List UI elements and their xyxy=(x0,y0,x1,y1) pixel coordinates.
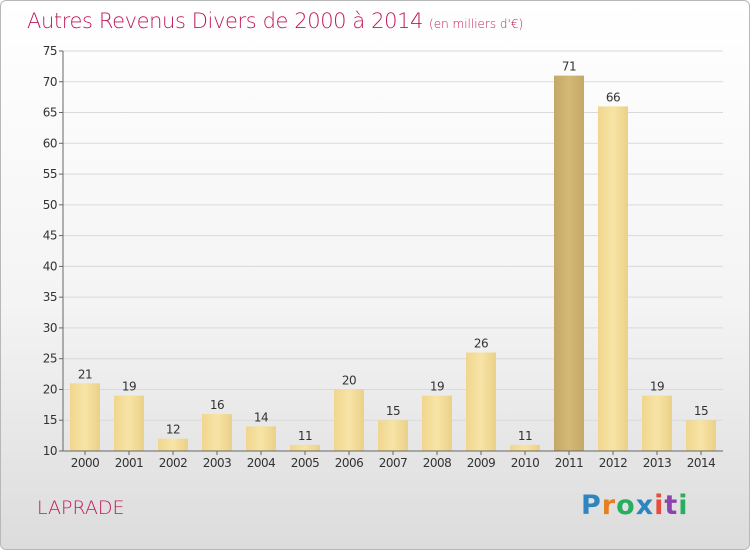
x-tick-label-2009: 2009 xyxy=(467,456,496,470)
y-tick-label: 65 xyxy=(43,106,57,120)
y-tick-label: 30 xyxy=(43,321,57,335)
value-label-2013: 19 xyxy=(650,380,664,394)
x-tick-label-2008: 2008 xyxy=(423,456,452,470)
x-tick-label-2012: 2012 xyxy=(599,456,628,470)
x-tick-label-2010: 2010 xyxy=(511,456,540,470)
value-label-2008: 19 xyxy=(430,380,444,394)
bar-2005 xyxy=(290,444,320,451)
x-tick-label-2005: 2005 xyxy=(291,456,320,470)
x-tick-label-2006: 2006 xyxy=(335,456,364,470)
y-tick-label: 20 xyxy=(43,382,57,396)
bar-2010 xyxy=(510,444,540,451)
y-tick-label: 10 xyxy=(43,444,57,458)
x-tick-label-2013: 2013 xyxy=(643,456,672,470)
bar-2012 xyxy=(598,106,628,451)
x-tick-label-2011: 2011 xyxy=(555,456,584,470)
bar-2000 xyxy=(70,383,100,451)
y-tick-label: 75 xyxy=(43,44,57,58)
bar-2011 xyxy=(554,75,584,451)
y-tick-label: 50 xyxy=(43,198,57,212)
value-label-2011: 71 xyxy=(562,60,576,74)
y-tick-label: 70 xyxy=(43,75,57,89)
value-label-2012: 66 xyxy=(606,90,620,104)
value-label-2005: 11 xyxy=(298,429,312,443)
bars: 21 19 12 16 14 11 20 15 19 26 11 71 66 19 15 xyxy=(70,60,716,451)
bar-2009 xyxy=(466,352,496,451)
y-tick-label: 25 xyxy=(43,352,57,366)
y-tick-label: 35 xyxy=(43,290,57,304)
bar-2007 xyxy=(378,420,408,451)
value-label-2002: 12 xyxy=(166,423,180,437)
bar-2006 xyxy=(334,389,364,451)
bar-2004 xyxy=(246,426,276,451)
chart-title-text: Autres Revenus Divers de 2000 à 2014 xyxy=(27,9,424,33)
value-label-2007: 15 xyxy=(386,404,400,418)
chart-title: Autres Revenus Divers de 2000 à 2014 (en … xyxy=(27,9,523,33)
bar-2013 xyxy=(642,395,672,451)
bar-2003 xyxy=(202,414,232,451)
y-tick-label: 60 xyxy=(43,136,57,150)
y-tick-label: 55 xyxy=(43,167,57,181)
bar-2002 xyxy=(158,438,188,451)
x-axis: 2000 2001 2002 2003 2004 2005 2006 2007 2008 2009… xyxy=(63,450,723,470)
y-tick-label: 45 xyxy=(43,229,57,243)
x-tick-label-2001: 2001 xyxy=(115,456,144,470)
x-tick-label-2014: 2014 xyxy=(687,456,716,470)
value-label-2006: 20 xyxy=(342,373,356,387)
x-tick-label-2002: 2002 xyxy=(159,456,188,470)
proxiti-logo[interactable]: Proxiti xyxy=(581,490,689,521)
bar-2001 xyxy=(114,395,144,451)
bar-2008 xyxy=(422,395,452,451)
x-tick-label-2003: 2003 xyxy=(203,456,232,470)
commune-name: LAPRADE xyxy=(37,497,125,519)
chart-unit: (en milliers d'€) xyxy=(429,17,524,31)
bar-2014 xyxy=(686,420,716,451)
value-label-2004: 14 xyxy=(254,410,268,424)
y-axis: 10 15 20 25 30 35 40 45 50 55 60 65 70 75 xyxy=(43,44,64,458)
y-tick-label: 40 xyxy=(43,259,57,273)
x-tick-label-2000: 2000 xyxy=(71,456,100,470)
x-tick-label-2007: 2007 xyxy=(379,456,408,470)
y-tick-label: 15 xyxy=(43,413,57,427)
value-label-2003: 16 xyxy=(210,398,224,412)
value-label-2014: 15 xyxy=(694,404,708,418)
value-label-2009: 26 xyxy=(474,337,488,351)
value-label-2001: 19 xyxy=(122,380,136,394)
x-tick-label-2004: 2004 xyxy=(247,456,276,470)
value-label-2000: 21 xyxy=(78,367,92,381)
value-label-2010: 11 xyxy=(518,429,532,443)
